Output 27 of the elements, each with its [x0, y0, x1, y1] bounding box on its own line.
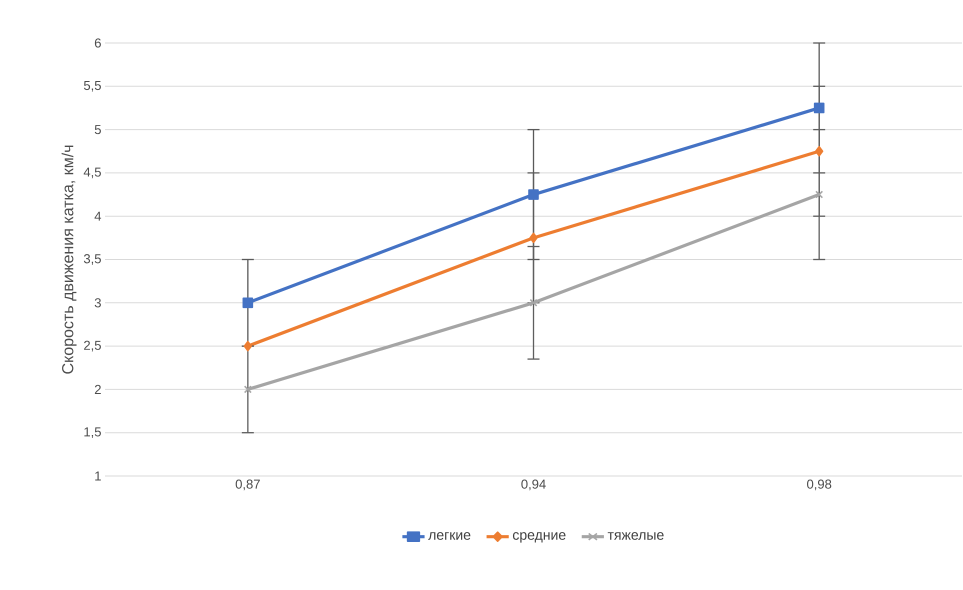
legend-label: легкие	[428, 532, 470, 540]
point	[530, 298, 538, 307]
point	[244, 340, 252, 352]
point	[815, 190, 824, 199]
y-tick-label: 6	[94, 38, 101, 48]
y-tick-label: 5,5	[84, 81, 101, 92]
x-tick-label: 0,98	[807, 480, 832, 490]
x-tick-label: 0,94	[521, 480, 546, 490]
y-axis-title: Скорость движения катка, км/ч	[62, 146, 77, 374]
y-tick-label: 1	[95, 472, 101, 480]
y-tick-label: 3,5	[84, 254, 101, 265]
point	[814, 146, 824, 157]
x-tick-label: 0,87	[236, 480, 260, 490]
point	[529, 232, 538, 244]
legend-label: тяжелые	[608, 532, 664, 540]
y-tick-label: 1,5	[84, 427, 101, 438]
y-tick-label: 2,5	[84, 340, 101, 352]
point	[814, 102, 824, 114]
y-tick-label: 2	[94, 384, 101, 394]
point	[244, 385, 252, 394]
point	[242, 298, 254, 308]
y-tick-label: 4	[94, 212, 102, 221]
y-tick-label: 3	[94, 298, 101, 308]
y-tick-label: 5	[94, 125, 101, 134]
legend-label: средние	[512, 532, 566, 543]
y-tick-label: 4,5	[84, 168, 101, 178]
point	[528, 189, 539, 200]
